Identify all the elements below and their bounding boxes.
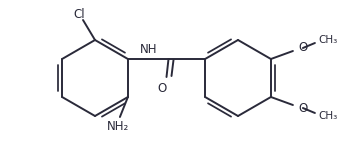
Text: O: O xyxy=(298,101,307,114)
Text: Cl: Cl xyxy=(73,8,85,21)
Text: CH₃: CH₃ xyxy=(318,35,337,45)
Text: CH₃: CH₃ xyxy=(318,111,337,121)
Text: O: O xyxy=(158,81,167,95)
Text: O: O xyxy=(298,41,307,54)
Text: NH₂: NH₂ xyxy=(107,119,129,133)
Text: NH: NH xyxy=(140,43,157,57)
